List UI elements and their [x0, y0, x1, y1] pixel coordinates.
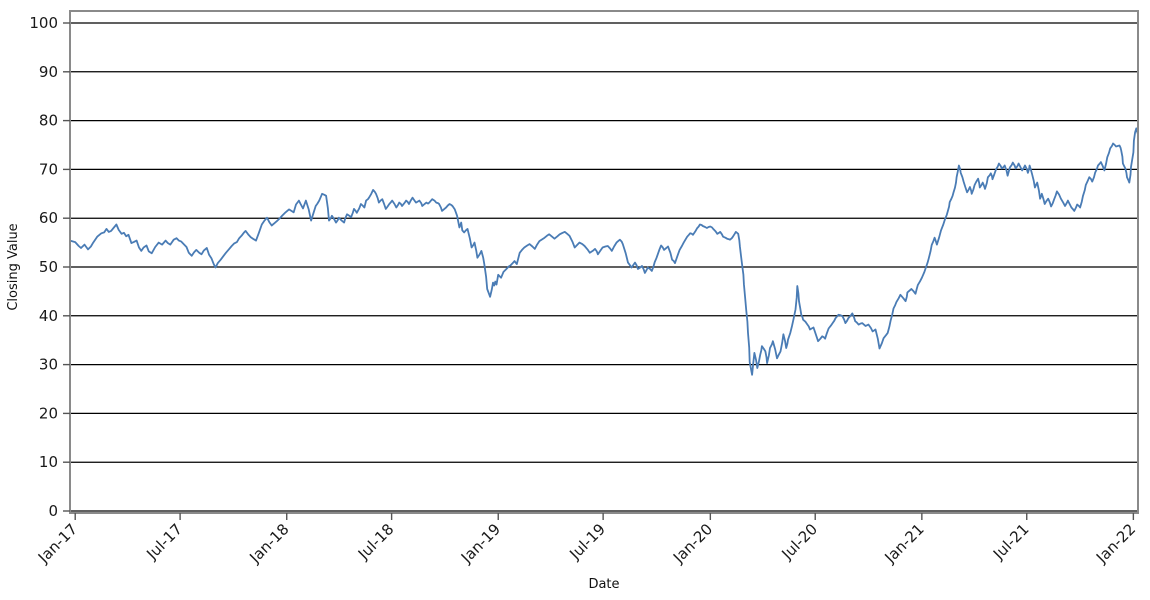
x-tick-label: Jan-18: [245, 520, 292, 567]
y-tick-label: 20: [39, 404, 58, 422]
y-tick-label: 30: [39, 356, 58, 374]
x-axis-label: Date: [588, 577, 619, 592]
y-tick-label: 10: [39, 453, 58, 471]
x-tick-label: Jan-22: [1092, 520, 1139, 567]
x-tick-label: Jan-21: [881, 520, 928, 567]
x-tick-label: Jul-19: [565, 520, 609, 564]
x-tick-label: Jan-17: [34, 520, 81, 567]
x-tick-label: Jul-21: [989, 520, 1033, 564]
y-tick-label: 70: [39, 160, 58, 178]
axis-tick-labels: 0 10 20 30 40 50 60 70 80 90 100 Jan-17 Jul-17 Jan-18…: [29, 14, 1139, 567]
y-tick-label: 90: [39, 63, 58, 81]
y-tick-label: 0: [48, 502, 58, 520]
closing-value-line: [69, 127, 1139, 376]
y-tick-label: 100: [29, 14, 58, 32]
x-tick-label: Jan-19: [457, 520, 504, 567]
x-tick-label: Jul-20: [777, 520, 821, 564]
x-tick-label: Jul-18: [354, 520, 398, 564]
series-layer: [69, 127, 1139, 376]
y-tick-label: 60: [39, 209, 58, 227]
y-axis-label: Closing Value: [6, 223, 21, 310]
y-tick-label: 50: [39, 258, 58, 276]
y-tick-label: 40: [39, 307, 58, 325]
axis-ticks: [63, 22, 1135, 520]
gridlines: [70, 22, 1138, 512]
x-tick-label: Jan-20: [669, 520, 716, 567]
y-tick-label: 80: [39, 112, 58, 130]
plot-frame: [69, 10, 1139, 514]
x-tick-label: Jul-17: [142, 520, 186, 564]
